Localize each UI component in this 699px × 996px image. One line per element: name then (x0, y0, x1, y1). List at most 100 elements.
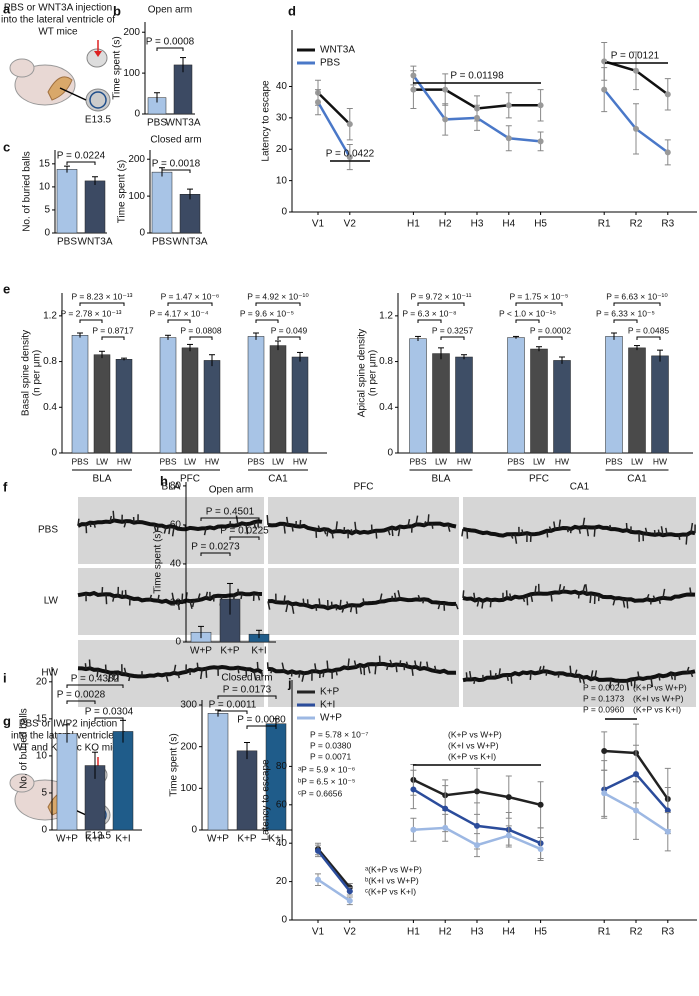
x-tick-label: R2 (630, 219, 643, 230)
y-tick-label: 0 (191, 825, 197, 836)
data-point (633, 771, 639, 778)
spines (84, 659, 263, 683)
data-point (410, 826, 417, 833)
data-point (601, 748, 608, 755)
y-tick-label: 40 (276, 838, 288, 849)
data-point (537, 801, 544, 808)
x-tick-label: LW (435, 456, 447, 466)
data-point (505, 135, 512, 142)
spines (266, 514, 451, 539)
y-tick-label: 60 (276, 799, 288, 810)
data-point (346, 121, 353, 128)
x-tick-label: R1 (598, 927, 611, 938)
bar (56, 733, 78, 831)
bar (179, 194, 201, 234)
significance-bracket (538, 336, 563, 340)
bar (56, 169, 78, 234)
p-value: P = 0.049 (271, 325, 308, 335)
chart-title: Closed arm (150, 135, 201, 146)
x-tick-label: V2 (344, 219, 357, 230)
y-tick-label: 80 (170, 481, 182, 492)
legend-label: W+P (320, 713, 342, 724)
data-point (442, 824, 449, 831)
p-value: P = 6.3 × 10⁻⁸ (402, 308, 457, 318)
x-tick-label: HW (457, 456, 471, 466)
bar (651, 355, 669, 454)
significance-bracket (66, 161, 96, 165)
bar (84, 180, 106, 234)
bar (507, 337, 525, 454)
bar (553, 360, 571, 454)
annotation: P = 0.0121 (611, 51, 660, 62)
significance-bracket (200, 517, 260, 521)
annotation: P = 0.0071 (310, 751, 351, 761)
p-value: P = 0.0224 (57, 151, 106, 162)
y-tick-label: 200 (180, 741, 197, 752)
x-tick-label: WNT3A (173, 237, 208, 248)
panel-letter: b (113, 3, 121, 18)
column-label: CA1 (570, 482, 590, 493)
annotation: (K+P vs K+I) (448, 751, 496, 761)
significance-bracket (417, 319, 442, 323)
y-tick-label: 40 (276, 81, 288, 92)
dendrite (77, 590, 263, 605)
x-tick-label: W+P (190, 646, 212, 657)
dendrite (77, 664, 263, 679)
bar (628, 347, 646, 454)
annotation: (K+P vs W+P) (633, 682, 687, 692)
p-value: P = 0.0018 (152, 159, 201, 170)
y-tick-label: 0.4 (379, 402, 393, 413)
spines (267, 590, 459, 614)
p-value: P = 9.72 × 10⁻¹¹ (410, 291, 471, 301)
y-axis-label: (n per μm) (32, 350, 43, 396)
significance-bracket (217, 695, 277, 699)
annotation: P = 5.78 × 10⁻⁷ (310, 729, 368, 739)
x-tick-label: LW (533, 456, 545, 466)
x-tick-label: K+I (251, 646, 266, 657)
p-value: P = 1.47 × 10⁻⁶ (161, 291, 220, 301)
x-tick-label: PBS (159, 456, 176, 466)
y-tick-label: 10 (39, 182, 51, 193)
annotation: (K+P vs W+P) (448, 729, 502, 739)
y-tick-label: 0 (281, 915, 287, 926)
bar (181, 347, 199, 454)
bar (409, 338, 427, 454)
p-value: P = 8.23 × 10⁻¹³ (71, 291, 132, 301)
data-point (346, 897, 353, 904)
x-tick-label: PBS (247, 456, 264, 466)
data-point (474, 788, 480, 795)
significance-bracket (189, 336, 213, 340)
panel-letter: g (3, 713, 11, 728)
y-tick-label: 40 (170, 559, 182, 570)
significance-bracket (440, 336, 465, 340)
spines (461, 517, 696, 545)
data-point (505, 794, 512, 801)
x-tick-label: W+P (207, 834, 229, 845)
y-tick-label: 20 (170, 598, 182, 609)
bar (115, 359, 133, 454)
legend-label: K+I (320, 700, 335, 711)
p-value: P = 6.33 × 10⁻⁵ (596, 308, 655, 318)
significance-bracket (255, 302, 301, 306)
data-point (410, 86, 417, 93)
x-tick-label: LW (96, 456, 108, 466)
y-tick-label: 300 (180, 700, 197, 711)
data-point (633, 125, 639, 132)
y-tick-label: 0 (387, 448, 393, 459)
annotation: P = 0.1373 (583, 693, 624, 703)
p-value: P = 1.75 × 10⁻⁵ (510, 291, 569, 301)
x-tick-label: PBS (71, 456, 88, 466)
p-value: P = 0.0304 (85, 707, 134, 718)
x-tick-label: PBS (605, 456, 622, 466)
significance-bracket (161, 169, 191, 173)
significance-bracket (277, 336, 301, 340)
p-value: P = 4.92 × 10⁻¹⁰ (247, 291, 309, 301)
significance-bracket (167, 302, 213, 306)
annotation: ᶜ(K+P vs K+I) (365, 886, 416, 896)
data-point (315, 847, 321, 854)
x-tick-label: H5 (534, 927, 547, 938)
dendrite (267, 596, 457, 611)
data-point (474, 822, 480, 829)
row-label: HW (41, 668, 58, 679)
caption: into the lateral ventricle of (1, 15, 115, 26)
